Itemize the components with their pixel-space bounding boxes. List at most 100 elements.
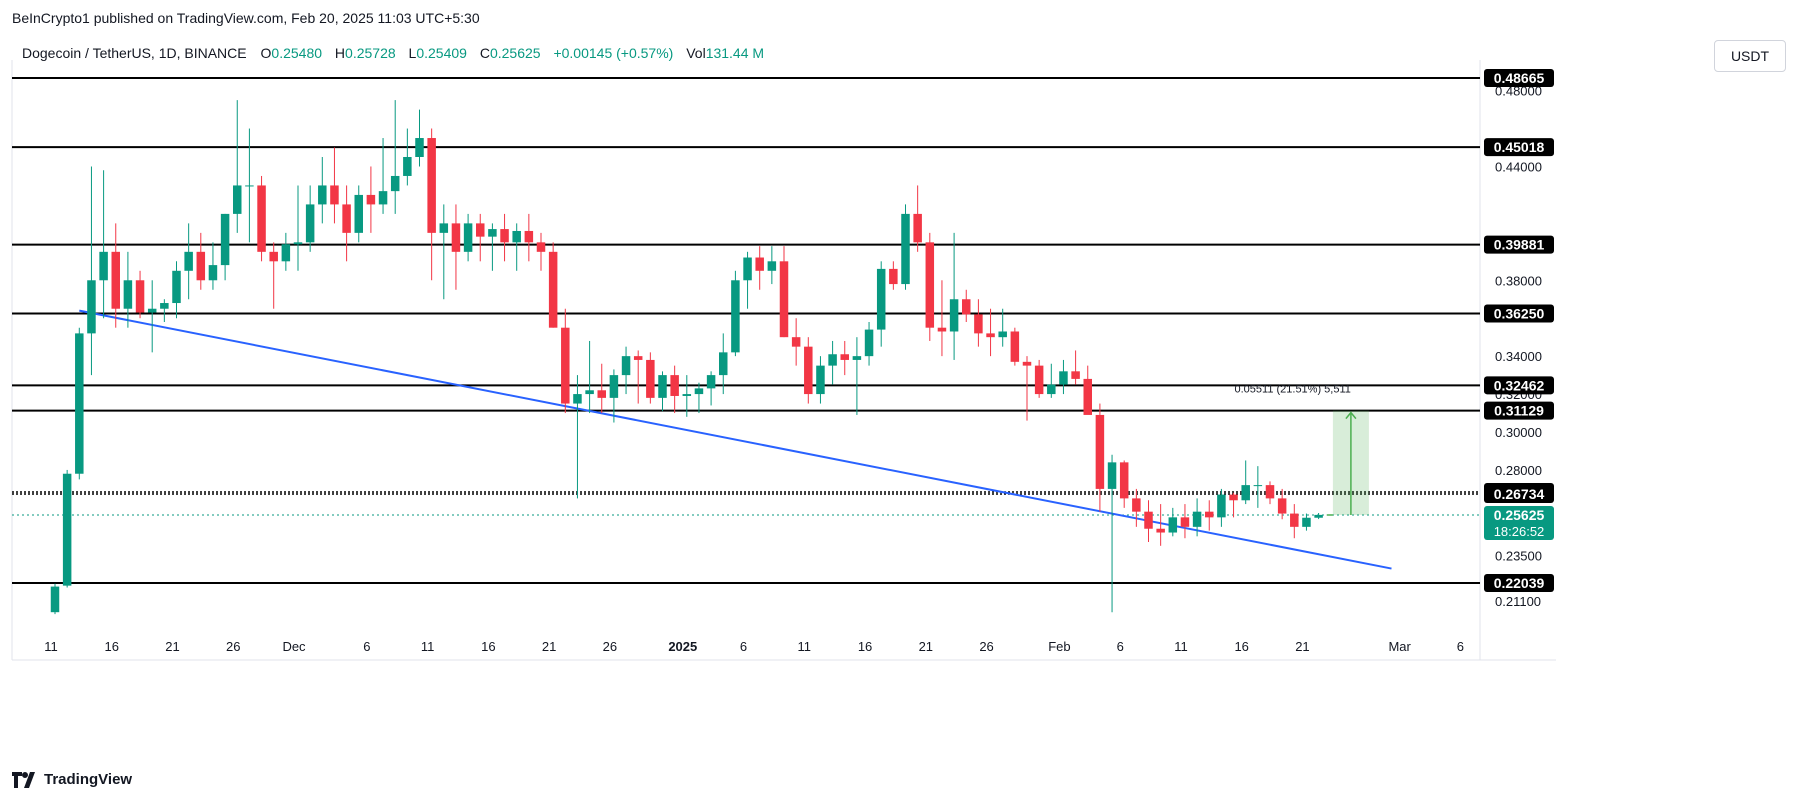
candle-body [524, 230, 534, 243]
candle-body [1156, 528, 1165, 533]
time-tick-label: 6 [740, 639, 747, 654]
candle-body [1083, 378, 1092, 415]
time-tick-label: 11 [44, 639, 58, 654]
close-label: C [479, 45, 490, 61]
level-price-label-bg [1484, 235, 1554, 254]
time-tick-label: 11 [798, 639, 812, 654]
candle-body [561, 327, 570, 404]
candle-body [488, 229, 497, 237]
level-price-label-bg [1484, 401, 1554, 420]
candle-body [731, 280, 740, 353]
candle-body [281, 244, 291, 262]
candle-body [403, 156, 412, 176]
candle-body [1241, 485, 1250, 501]
candle-body [633, 356, 643, 360]
candle-body [378, 191, 388, 205]
candle-body [427, 138, 436, 233]
candle-body [597, 390, 606, 398]
tradingview-logo-icon [12, 771, 35, 788]
time-tick-label: 21 [165, 639, 179, 654]
candle-body [305, 204, 315, 243]
candle-body [500, 229, 509, 243]
candle-body [1314, 514, 1323, 518]
tradingview-logo[interactable]: TradingView [12, 771, 132, 788]
candle-body [706, 375, 716, 389]
currency-button[interactable]: USDT [1714, 40, 1786, 72]
candle-body [791, 337, 801, 347]
candle-body [682, 394, 692, 396]
tradingview-brand: TradingView [44, 771, 133, 788]
dotted-level-price-label: 0.26734 [1494, 486, 1545, 502]
time-tick-label: 6 [1117, 639, 1124, 654]
time-tick-label: 26 [226, 639, 240, 654]
level-price-label-bg [1484, 138, 1554, 157]
measure-arrow-head [1345, 411, 1357, 420]
candle-body [585, 390, 594, 395]
candle-body [1290, 513, 1299, 527]
candle-body [840, 354, 849, 360]
open-label: O [260, 45, 272, 61]
candle-body [646, 359, 655, 398]
candle-body [1302, 517, 1311, 527]
candle-body [1180, 517, 1190, 527]
time-tick-label: 16 [105, 639, 119, 654]
level-price-label: 0.39881 [1494, 237, 1545, 253]
candle-body [330, 185, 339, 205]
candle-body [889, 268, 898, 285]
candle-body [1229, 494, 1238, 501]
candle-body [184, 251, 193, 271]
volume-label: Vol [686, 45, 706, 61]
level-price-label: 0.36250 [1494, 305, 1545, 321]
candle-body [828, 354, 837, 366]
candle-body [1144, 511, 1153, 529]
candle-body [1119, 462, 1129, 499]
candle-body [573, 394, 582, 404]
candle-body [87, 280, 96, 334]
candle-body [147, 308, 157, 313]
price-tick-label: 0.23500 [1495, 548, 1542, 563]
price-tick-label: 0.44000 [1495, 159, 1542, 174]
symbol-label[interactable]: Dogecoin / TetherUS, 1D, BINANCE [22, 45, 247, 61]
time-tick-label: 2025 [668, 639, 697, 654]
candle-body [172, 270, 181, 304]
time-tick-label: 16 [1234, 639, 1248, 654]
time-tick-label: 16 [858, 639, 872, 654]
price-tick-label: 0.21100 [1495, 594, 1541, 609]
candle-body [719, 352, 728, 376]
measure-label: 0.05511 (21.51%) 5,511 [1234, 384, 1350, 396]
low-label: L [408, 45, 417, 61]
candle-body [257, 185, 266, 252]
current-price-label-bg [1484, 505, 1554, 540]
high-value: 0.25728 [345, 45, 396, 61]
candle-body [1047, 384, 1056, 395]
published-caption: BeInCrypto1 published on TradingView.com… [12, 10, 480, 26]
candle-body [974, 314, 983, 334]
candle-body [135, 280, 145, 313]
level-price-label: 0.45018 [1494, 139, 1545, 155]
level-price-label-bg [1484, 376, 1554, 395]
time-tick-label: 21 [542, 639, 556, 654]
candle-body [1034, 365, 1044, 395]
time-tick-label: Feb [1048, 639, 1070, 654]
candle-body [390, 175, 400, 192]
countdown-label: 18:26:52 [1494, 524, 1545, 539]
candle-body [1107, 462, 1117, 489]
candle-body [1071, 371, 1080, 379]
level-price-label-bg [1484, 304, 1554, 323]
change-value: +0.00145 (+0.57%) [553, 45, 674, 61]
candle-body [876, 268, 886, 330]
candle-body [816, 365, 825, 395]
time-tick-label: 21 [919, 639, 933, 654]
level-price-label: 0.48665 [1494, 70, 1545, 86]
candle-body [208, 265, 218, 281]
candle-body [451, 223, 461, 252]
candle-body [1277, 498, 1287, 514]
candle-body [755, 257, 764, 271]
candle-body [160, 303, 169, 309]
candle-body [901, 213, 910, 285]
level-price-label: 0.31129 [1494, 403, 1544, 419]
candle-body [548, 251, 558, 328]
ohlc-legend: Dogecoin / TetherUS, 1D, BINANCE O0.2548… [22, 45, 773, 61]
candle-body [293, 242, 303, 245]
